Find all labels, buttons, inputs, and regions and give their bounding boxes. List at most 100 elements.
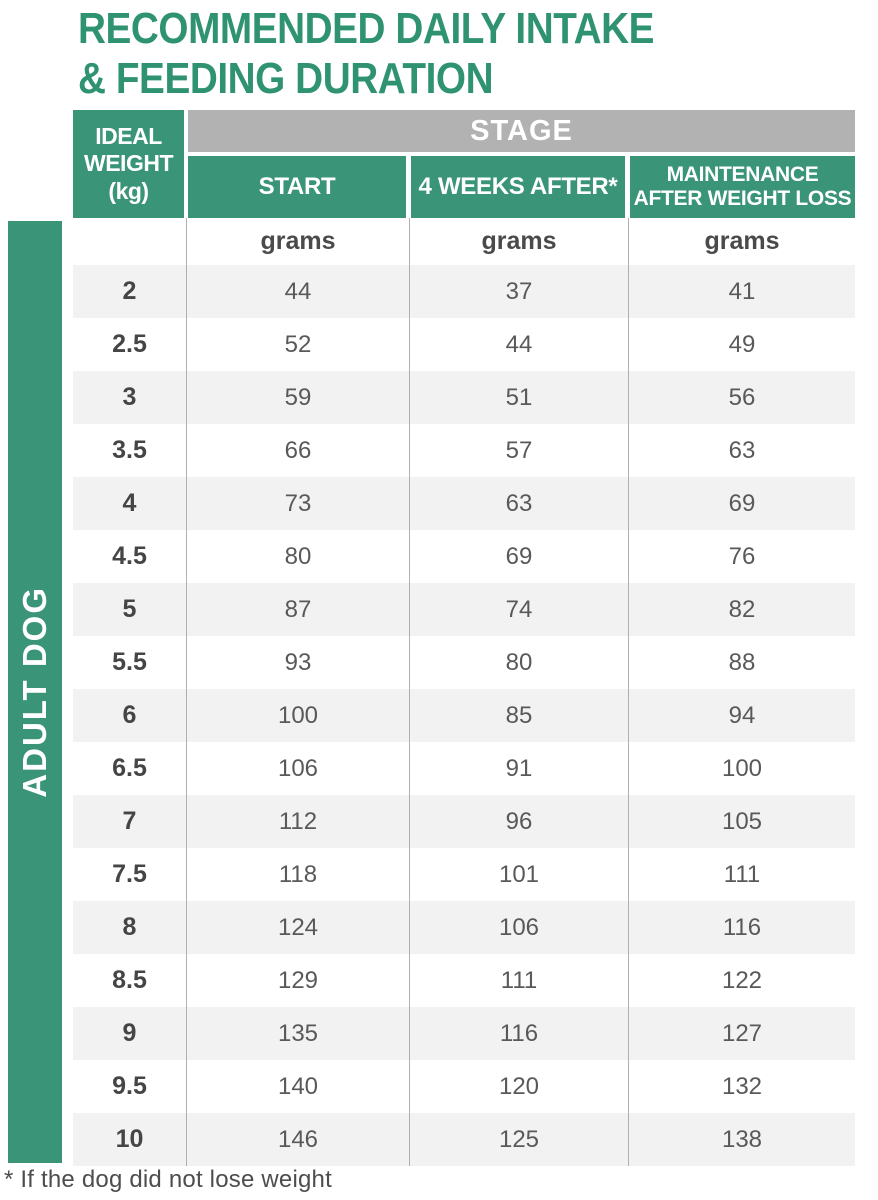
table-row: 3 59 51 56 (73, 371, 855, 424)
grams-value-cell: 56 (628, 371, 855, 424)
grams-value-cell: 88 (628, 636, 855, 689)
grams-value-cell: 69 (409, 530, 628, 583)
table-header: IDEAL WEIGHT (kg) STAGE START 4 WEEKS AF… (73, 110, 855, 218)
grams-value-cell: 120 (409, 1060, 628, 1113)
ideal-weight-cell: 8.5 (112, 966, 147, 994)
stage-header: STAGE (188, 110, 855, 152)
grams-value-cell: 124 (186, 901, 409, 954)
stage-column-headers: START 4 WEEKS AFTER* MAINTENANCE AFTER W… (188, 156, 855, 218)
page-title-line-1: RECOMMENDED DAILY INTAKE (78, 4, 655, 53)
grams-value-cell: 118 (186, 848, 409, 901)
ideal-weight-cell: 7.5 (112, 860, 147, 888)
ideal-weight-cell: 5.5 (112, 648, 147, 676)
grams-value-cell: 140 (186, 1060, 409, 1113)
unit-label-4-weeks-after: grams (409, 218, 628, 265)
ideal-weight-cell: 10 (115, 1125, 144, 1153)
grams-value-cell: 129 (186, 954, 409, 1007)
grams-value-cell: 106 (409, 901, 628, 954)
unit-label-maintenance: grams (628, 218, 855, 265)
grams-value-cell: 44 (409, 318, 628, 371)
page-title-line-2: & FEEDING DURATION (78, 54, 494, 104)
grams-value-cell: 76 (628, 530, 855, 583)
grams-value-cell: 96 (409, 795, 628, 848)
table-row: 2 44 37 41 (73, 265, 855, 318)
table-row: 7 112 96 105 (73, 795, 855, 848)
ideal-weight-cell: 6 (122, 701, 137, 729)
ideal-weight-header-line-2: WEIGHT (84, 150, 174, 177)
ideal-weight-cell: 6.5 (112, 754, 147, 782)
grams-value-cell: 82 (628, 583, 855, 636)
grams-value-cell: 37 (409, 265, 628, 318)
grams-value-cell: 132 (628, 1060, 855, 1113)
grams-value-cell: 51 (409, 371, 628, 424)
grams-value-cell: 100 (628, 742, 855, 795)
ideal-weight-cell: 9.5 (112, 1072, 147, 1100)
ideal-weight-cell: 4 (122, 489, 137, 517)
table-row: 6 100 85 94 (73, 689, 855, 742)
table-row: 4 73 63 69 (73, 477, 855, 530)
table-row: 6.5 106 91 100 (73, 742, 855, 795)
table-row: 2.5 52 44 49 (73, 318, 855, 371)
column-header-maintenance-after-weight-loss: MAINTENANCE AFTER WEIGHT LOSS (630, 156, 855, 218)
grams-value-cell: 44 (186, 265, 409, 318)
grams-value-cell: 52 (186, 318, 409, 371)
stage-header-group: STAGE START 4 WEEKS AFTER* MAINTENANCE A… (188, 110, 855, 218)
grams-value-cell: 69 (628, 477, 855, 530)
grams-value-cell: 87 (186, 583, 409, 636)
grams-value-cell: 122 (628, 954, 855, 1007)
grams-value-cell: 127 (628, 1007, 855, 1060)
grams-value-cell: 111 (628, 848, 855, 901)
ideal-weight-cell: 3.5 (112, 436, 147, 464)
side-category-label: ADULT DOG (16, 586, 53, 798)
table-row: 5 87 74 82 (73, 583, 855, 636)
grams-value-cell: 57 (409, 424, 628, 477)
ideal-weight-cell: 4.5 (112, 542, 147, 570)
grams-value-cell: 74 (409, 583, 628, 636)
grams-value-cell: 125 (409, 1113, 628, 1166)
feeding-table: IDEAL WEIGHT (kg) STAGE START 4 WEEKS AF… (73, 110, 855, 1166)
page-title: RECOMMENDED DAILY INTAKE & FEEDING DURAT… (78, 4, 733, 104)
grams-value-cell: 66 (186, 424, 409, 477)
units-row-empty-cell (73, 218, 186, 265)
grams-value-cell: 59 (186, 371, 409, 424)
table-row: 5.5 93 80 88 (73, 636, 855, 689)
table-row: 10 146 125 138 (73, 1113, 855, 1166)
table-row: 4.5 80 69 76 (73, 530, 855, 583)
grams-value-cell: 73 (186, 477, 409, 530)
table-row: 9 135 116 127 (73, 1007, 855, 1060)
grams-value-cell: 94 (628, 689, 855, 742)
table-body: grams grams grams 2 44 37 41 2.5 52 44 49 3 59 51 5… (73, 218, 855, 1166)
ideal-weight-cell: 2 (122, 277, 137, 305)
grams-value-cell: 63 (628, 424, 855, 477)
footnote: * If the dog did not lose weight (4, 1166, 332, 1193)
grams-value-cell: 101 (409, 848, 628, 901)
ideal-weight-cell: 9 (122, 1019, 137, 1047)
grams-value-cell: 112 (186, 795, 409, 848)
column-header-4-weeks-after: 4 WEEKS AFTER* (411, 156, 625, 218)
side-category-bar: ADULT DOG (8, 221, 62, 1163)
table-row: 3.5 66 57 63 (73, 424, 855, 477)
table-row: 8 124 106 116 (73, 901, 855, 954)
unit-label-start: grams (186, 218, 409, 265)
grams-value-cell: 80 (409, 636, 628, 689)
grams-value-cell: 146 (186, 1113, 409, 1166)
table-row: 9.5 140 120 132 (73, 1060, 855, 1113)
grams-value-cell: 111 (409, 954, 628, 1007)
ideal-weight-header-line-1: IDEAL (95, 123, 162, 150)
grams-value-cell: 138 (628, 1113, 855, 1166)
grams-value-cell: 106 (186, 742, 409, 795)
ideal-weight-cell: 5 (122, 595, 137, 623)
grams-value-cell: 49 (628, 318, 855, 371)
column-header-start: START (188, 156, 406, 218)
table-row: 8.5 129 111 122 (73, 954, 855, 1007)
grams-value-cell: 100 (186, 689, 409, 742)
table-row: 7.5 118 101 111 (73, 848, 855, 901)
grams-value-cell: 63 (409, 477, 628, 530)
grams-value-cell: 93 (186, 636, 409, 689)
units-row: grams grams grams (73, 218, 855, 265)
ideal-weight-cell: 7 (122, 807, 137, 835)
ideal-weight-cell: 3 (122, 383, 137, 411)
grams-value-cell: 85 (409, 689, 628, 742)
grams-value-cell: 116 (628, 901, 855, 954)
grams-value-cell: 135 (186, 1007, 409, 1060)
